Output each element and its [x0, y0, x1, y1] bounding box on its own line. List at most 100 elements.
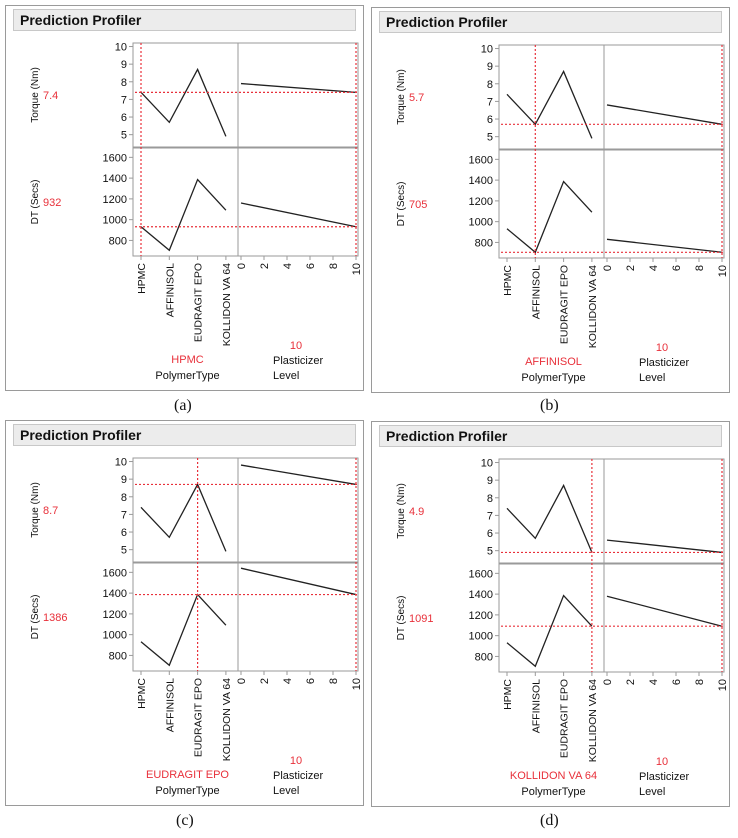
caption-d: (d) — [540, 812, 559, 829]
y-tick-label: 9 — [121, 59, 127, 71]
polymer-profile-line — [140, 67, 227, 137]
polymer-factor-name: PolymerType — [521, 786, 585, 798]
y-tick-label: 1000 — [103, 630, 127, 642]
category-tick-label: EUDRAGIT EPO — [559, 265, 571, 344]
y-axis-label: Torque (Nm) — [30, 482, 41, 538]
panel-title: Prediction Profiler — [13, 424, 356, 446]
polymer-cell-frame — [132, 457, 239, 563]
y-tick-label: 1600 — [469, 568, 493, 580]
plasticizer-current-value: 10 — [290, 340, 302, 352]
y-tick-label: 800 — [109, 650, 127, 662]
profiler-panel-a: Prediction Profiler Torque (Nm) 7.4 5 6 7 8 9 1… — [5, 5, 364, 391]
plasticizer-factor-name: Plasticizer — [639, 771, 689, 783]
y-tick-label: 1600 — [103, 152, 127, 164]
current-response-value: 8.7 — [43, 505, 58, 517]
current-response-value: 705 — [409, 199, 427, 211]
y-tick-label: 1000 — [469, 631, 493, 643]
y-tick-label: 5 — [121, 130, 127, 142]
category-tick-label: HPMC — [136, 263, 148, 294]
y-tick-label: 9 — [487, 475, 493, 487]
polymer-cell-frame — [132, 562, 239, 672]
plasticizer-cell-frame — [603, 149, 725, 259]
polymer-current-value: EUDRAGIT EPO — [146, 769, 229, 781]
plasticizer-factor-name: Plasticizer — [639, 357, 689, 369]
y-tick-label: 1200 — [103, 194, 127, 206]
polymer-cell-frame — [132, 42, 239, 148]
plasticizer-profile-line — [606, 539, 723, 554]
plasticizer-profile-line — [240, 202, 357, 228]
plasticizer-tick-label: 4 — [648, 265, 660, 271]
plasticizer-tick-label: 4 — [282, 263, 294, 269]
plasticizer-profile-line — [240, 82, 357, 94]
plasticizer-tick-label: 8 — [328, 263, 340, 269]
polymer-current-value: KOLLIDON VA 64 — [510, 770, 597, 782]
plasticizer-cell-frame — [603, 44, 725, 150]
polymer-current-value: HPMC — [171, 354, 203, 366]
y-tick-label: 8 — [487, 493, 493, 505]
polymer-profile-line — [506, 594, 593, 668]
caption-b: (b) — [540, 397, 559, 414]
y-tick-label: 1400 — [103, 173, 127, 185]
category-tick-label: AFFINISOL — [530, 265, 542, 319]
y-axis-label: DT (Secs) — [396, 596, 407, 641]
y-tick-label: 8 — [487, 79, 493, 91]
polymer-factor-name: PolymerType — [155, 370, 219, 382]
polymer-profile-line — [140, 178, 227, 252]
y-tick-label: 1000 — [469, 217, 493, 229]
y-tick-label: 5 — [487, 132, 493, 144]
caption-c: (c) — [176, 812, 194, 829]
polymer-cell-frame — [498, 458, 605, 564]
y-tick-label: 9 — [121, 474, 127, 486]
category-tick-label: HPMC — [502, 265, 514, 296]
polymer-cell-frame — [498, 149, 605, 259]
plasticizer-profile-line — [606, 104, 723, 125]
y-tick-label: 1600 — [469, 154, 493, 166]
category-tick-label: AFFINISOL — [164, 678, 176, 732]
category-tick-label: EUDRAGIT EPO — [193, 263, 205, 342]
polymer-profile-line — [506, 483, 593, 553]
plasticizer-cell-frame — [237, 147, 359, 257]
category-tick-label: KOLLIDON VA 64 — [221, 678, 233, 761]
plasticizer-factor-name: Level — [639, 372, 665, 384]
plasticizer-tick-label: 2 — [259, 678, 271, 684]
plasticizer-tick-label: 6 — [305, 263, 317, 269]
plasticizer-current-value: 10 — [290, 755, 302, 767]
y-tick-label: 7 — [121, 94, 127, 106]
y-axis-label: Torque (Nm) — [30, 67, 41, 123]
plasticizer-tick-label: 10 — [717, 679, 729, 691]
y-tick-label: 7 — [487, 510, 493, 522]
y-axis-label: DT (Secs) — [30, 180, 41, 225]
current-response-value: 1091 — [409, 613, 433, 625]
current-response-value: 1386 — [43, 612, 67, 624]
plasticizer-cell-frame — [237, 42, 359, 148]
category-tick-label: EUDRAGIT EPO — [193, 678, 205, 757]
current-response-value: 932 — [43, 197, 61, 209]
polymer-cell-frame — [498, 44, 605, 150]
category-tick-label: HPMC — [502, 679, 514, 710]
profiler-chart: Torque (Nm) 5.7 5 6 7 8 9 10 DT (Secs) 705 800 1000… — [396, 44, 729, 384]
current-response-value: 4.9 — [409, 506, 424, 518]
profiler-panel-c: Prediction Profiler Torque (Nm) 8.7 5 6 7 8 9 1… — [5, 420, 364, 806]
plasticizer-profile-line — [240, 464, 357, 486]
plasticizer-tick-label: 4 — [648, 679, 660, 685]
plasticizer-cell-frame — [237, 457, 359, 563]
y-tick-label: 7 — [121, 509, 127, 521]
y-tick-label: 800 — [475, 237, 493, 249]
y-tick-label: 1400 — [469, 589, 493, 601]
y-tick-label: 6 — [121, 112, 127, 124]
polymer-profile-line — [140, 482, 227, 552]
y-tick-label: 10 — [481, 458, 493, 470]
y-tick-label: 9 — [487, 61, 493, 73]
category-tick-label: EUDRAGIT EPO — [559, 679, 571, 758]
y-tick-label: 1200 — [103, 609, 127, 621]
polymer-cell-frame — [132, 147, 239, 257]
plasticizer-tick-label: 8 — [694, 679, 706, 685]
plasticizer-factor-name: Level — [639, 786, 665, 798]
polymer-current-value: AFFINISOL — [525, 356, 582, 368]
y-tick-label: 6 — [487, 528, 493, 540]
plasticizer-tick-label: 6 — [305, 678, 317, 684]
plasticizer-tick-label: 6 — [671, 679, 683, 685]
category-tick-label: HPMC — [136, 678, 148, 709]
